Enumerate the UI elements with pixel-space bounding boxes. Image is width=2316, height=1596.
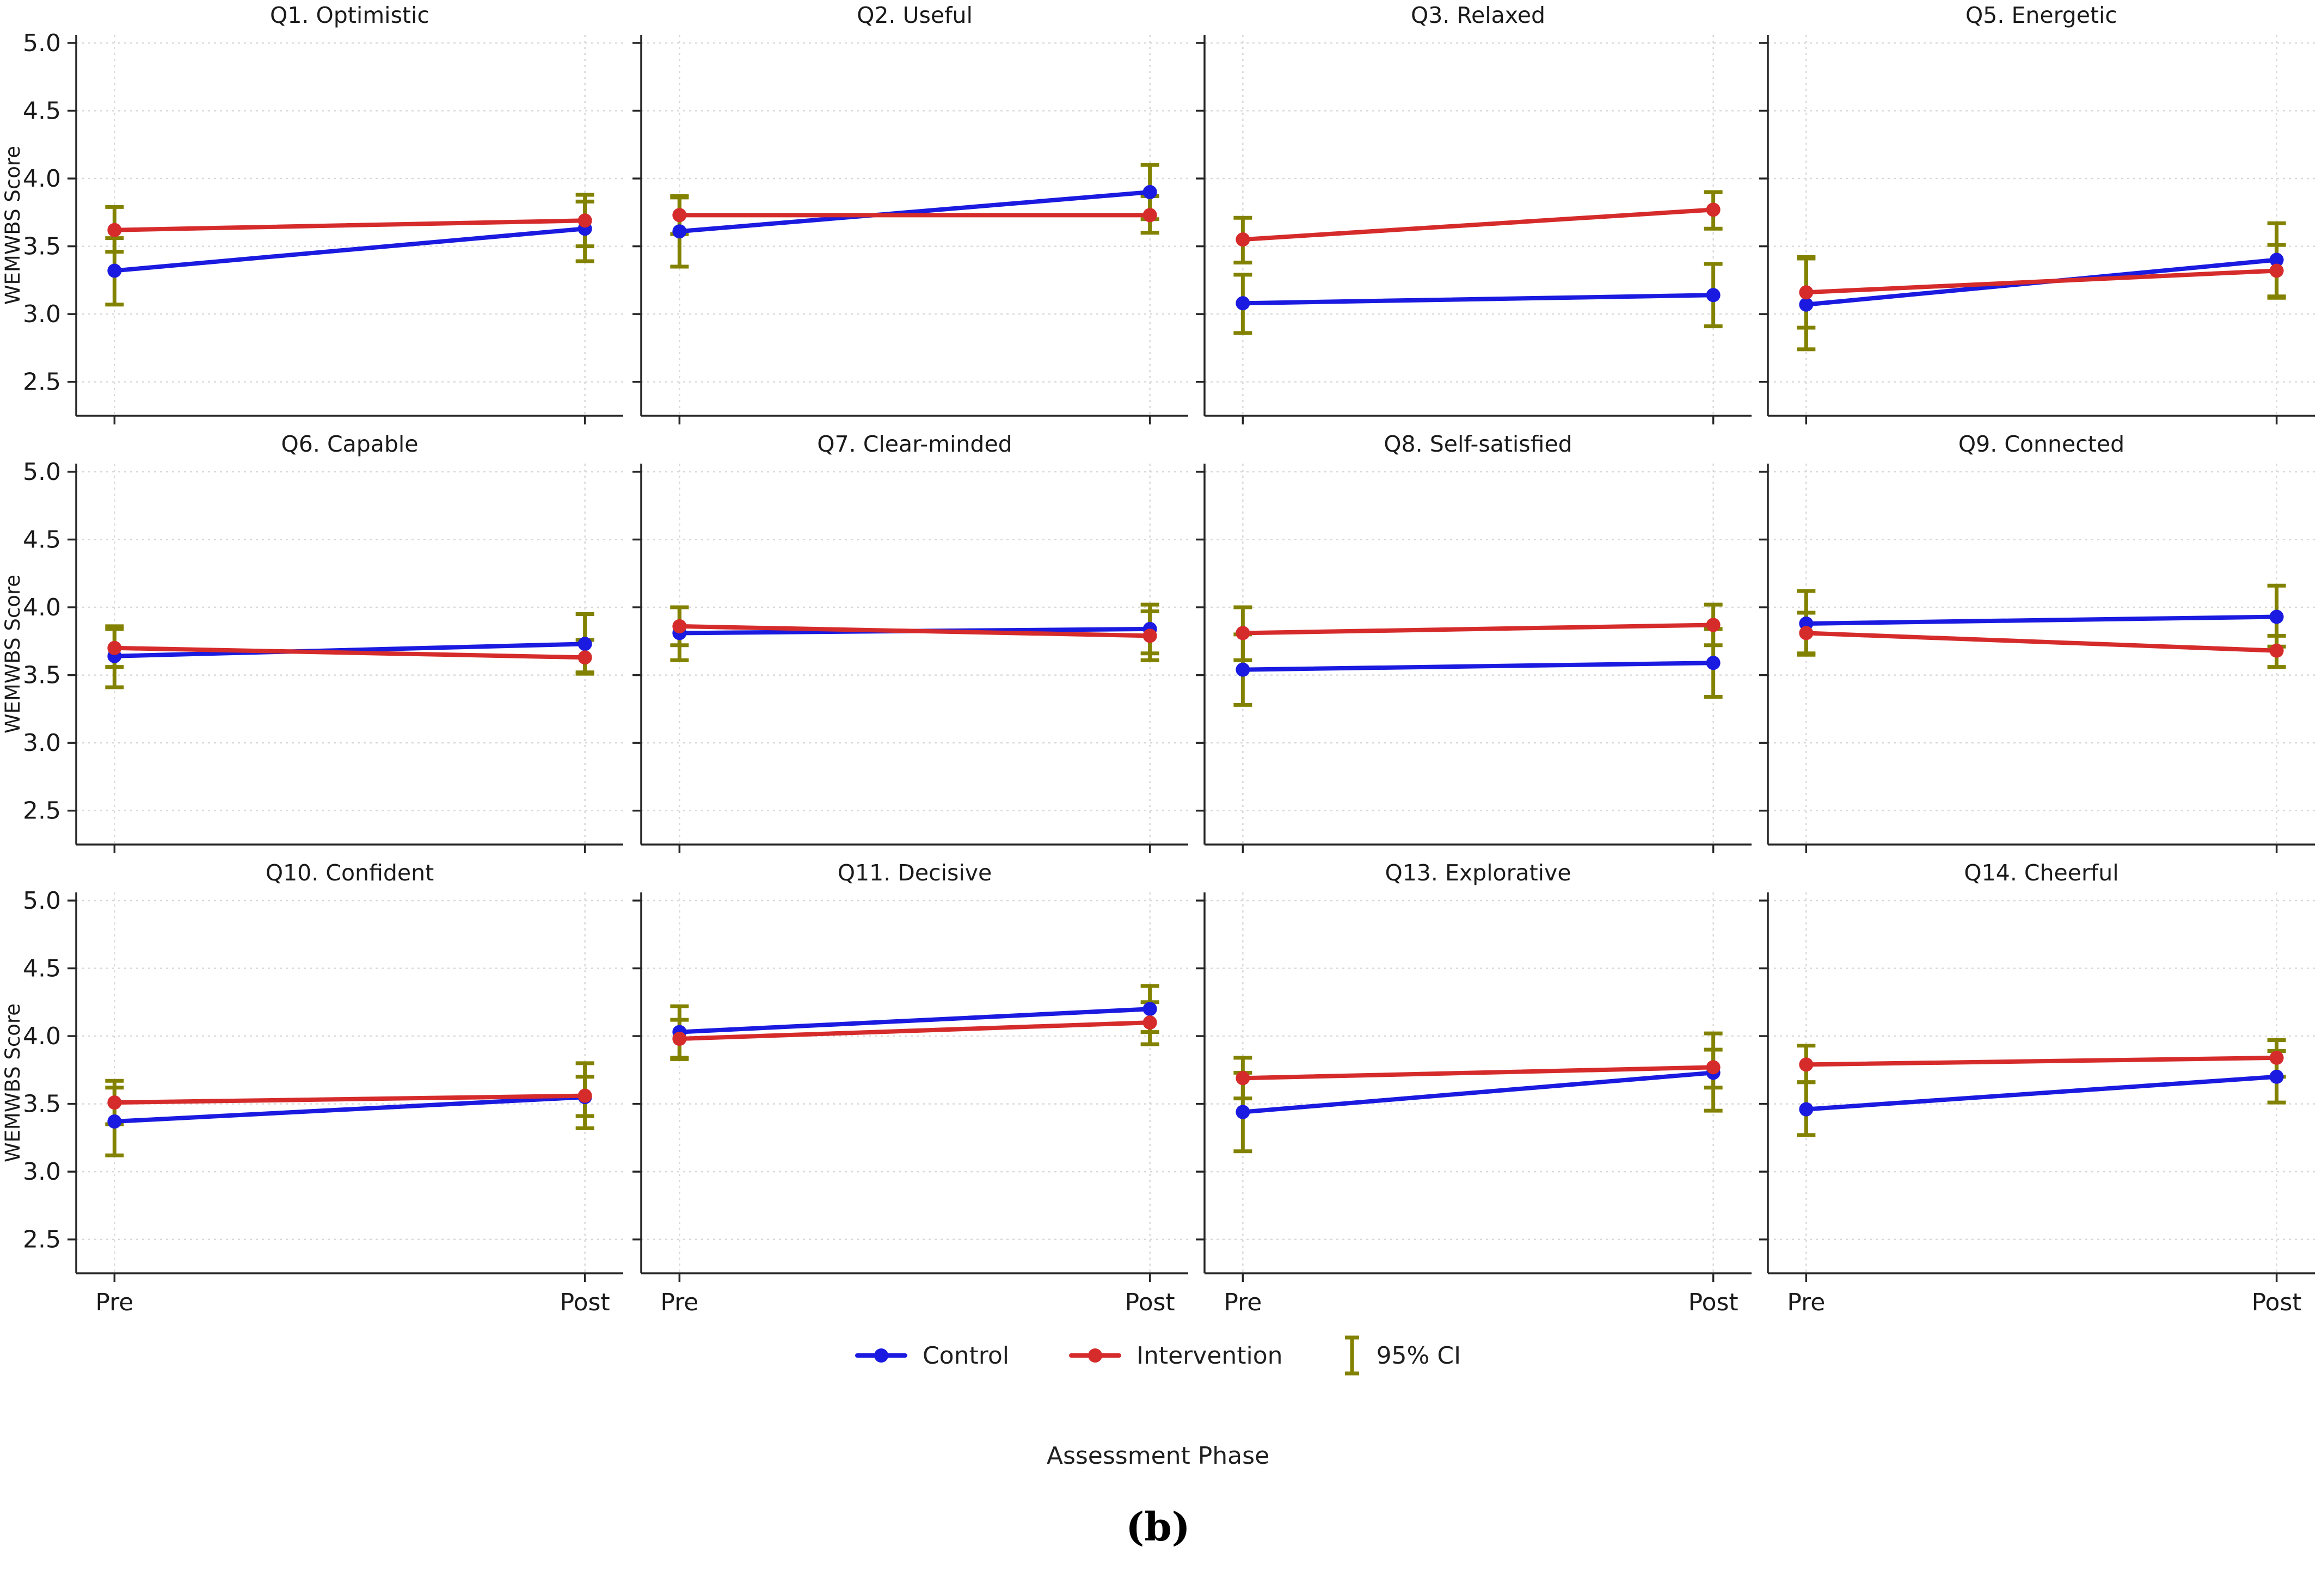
- svg-text:Post: Post: [2252, 1289, 2302, 1316]
- panel-grid: 5.0 4.5 4.0 3.5 3.0 2.5 WEMWBS Score Q1. Optimi…: [1, 2, 2315, 1316]
- legend-item-ci: 95% CI: [1343, 1334, 1461, 1377]
- svg-text:3.5: 3.5: [23, 233, 61, 261]
- panel-q3: Q3. Relaxed: [1196, 2, 1752, 424]
- svg-text:Q7. Clear-minded: Q7. Clear-minded: [817, 431, 1012, 457]
- svg-text:Q10. Confident: Q10. Confident: [266, 860, 434, 886]
- panel-q11: Pre Post Q11. Decisive: [632, 860, 1188, 1316]
- svg-text:Q9. Connected: Q9. Connected: [1958, 431, 2124, 457]
- svg-text:3.5: 3.5: [23, 662, 61, 689]
- svg-text:Q2. Useful: Q2. Useful: [857, 2, 973, 28]
- panel-q10: 5.0 4.5 4.0 3.5 3.0 2.5 WEMWBS Score Pre Post Q10…: [1, 860, 623, 1316]
- panel-q7: Q7. Clear-minded: [632, 431, 1188, 853]
- svg-text:Pre: Pre: [1787, 1289, 1825, 1316]
- svg-text:Q11. Decisive: Q11. Decisive: [838, 860, 992, 886]
- panel-q5: Q5. Energetic: [1759, 2, 2315, 424]
- y-axis-label: WEMWBS Score: [1, 146, 24, 305]
- ci-errorbar-icon: [1344, 1335, 1359, 1376]
- svg-text:Pre: Pre: [95, 1289, 133, 1316]
- intervention-line-icon: [1069, 1348, 1121, 1363]
- panel-q2: Q2. Useful: [632, 2, 1188, 424]
- svg-text:4.0: 4.0: [23, 594, 61, 621]
- svg-text:4.5: 4.5: [23, 955, 61, 983]
- legend-item-control: Control: [855, 1342, 1009, 1370]
- svg-text:5.0: 5.0: [23, 29, 61, 57]
- legend-item-intervention: Intervention: [1069, 1342, 1283, 1370]
- svg-text:5.0: 5.0: [23, 887, 61, 915]
- svg-text:Post: Post: [560, 1289, 610, 1316]
- svg-text:4.0: 4.0: [23, 1022, 61, 1050]
- svg-text:3.0: 3.0: [23, 729, 61, 757]
- panel-q14: Pre Post Q14. Cheerful: [1759, 860, 2315, 1316]
- svg-text:Q3. Relaxed: Q3. Relaxed: [1411, 2, 1545, 28]
- svg-text:Q5. Energetic: Q5. Energetic: [1965, 2, 2117, 28]
- figure-caption: (b): [1126, 1503, 1190, 1550]
- panel-q9: Q9. Connected: [1759, 431, 2315, 853]
- x-axis-label: Assessment Phase: [1046, 1442, 1270, 1470]
- svg-text:Pre: Pre: [1224, 1289, 1262, 1316]
- legend-label-intervention: Intervention: [1137, 1341, 1283, 1370]
- svg-text:2.5: 2.5: [23, 1226, 61, 1254]
- svg-text:Post: Post: [1125, 1289, 1175, 1316]
- svg-text:Q1. Optimistic: Q1. Optimistic: [270, 2, 429, 28]
- panel-q6: 5.0 4.5 4.0 3.5 3.0 2.5 WEMWBS Score Q6. Capabl…: [1, 431, 623, 853]
- legend-label-control: Control: [922, 1341, 1009, 1370]
- svg-text:Q6. Capable: Q6. Capable: [281, 431, 419, 457]
- svg-text:2.5: 2.5: [23, 797, 61, 825]
- svg-text:Pre: Pre: [660, 1289, 698, 1316]
- panel-q13: Pre Post Q13. Explorative: [1196, 860, 1752, 1316]
- svg-text:2.5: 2.5: [23, 368, 61, 396]
- svg-text:4.0: 4.0: [23, 165, 61, 193]
- svg-text:Q8. Self-satisfied: Q8. Self-satisfied: [1384, 431, 1572, 457]
- svg-text:Q13. Explorative: Q13. Explorative: [1385, 860, 1571, 886]
- control-line-icon: [855, 1348, 907, 1363]
- svg-text:3.5: 3.5: [23, 1090, 61, 1118]
- svg-text:Post: Post: [1688, 1289, 1738, 1316]
- y-axis-label: WEMWBS Score: [1, 575, 24, 734]
- y-axis-label: WEMWBS Score: [1, 1003, 24, 1162]
- legend: Control Intervention 95% CI: [0, 1334, 2316, 1377]
- svg-text:5.0: 5.0: [23, 458, 61, 486]
- svg-text:3.0: 3.0: [23, 1158, 61, 1186]
- svg-text:Q14. Cheerful: Q14. Cheerful: [1964, 860, 2118, 886]
- svg-text:4.5: 4.5: [23, 97, 61, 125]
- legend-label-ci: 95% CI: [1376, 1341, 1461, 1370]
- panel-q8: Q8. Self-satisfied: [1196, 431, 1752, 853]
- svg-text:3.0: 3.0: [23, 300, 61, 328]
- panel-q1: 5.0 4.5 4.0 3.5 3.0 2.5 WEMWBS Score Q1. Optimi…: [1, 2, 623, 424]
- svg-text:4.5: 4.5: [23, 526, 61, 554]
